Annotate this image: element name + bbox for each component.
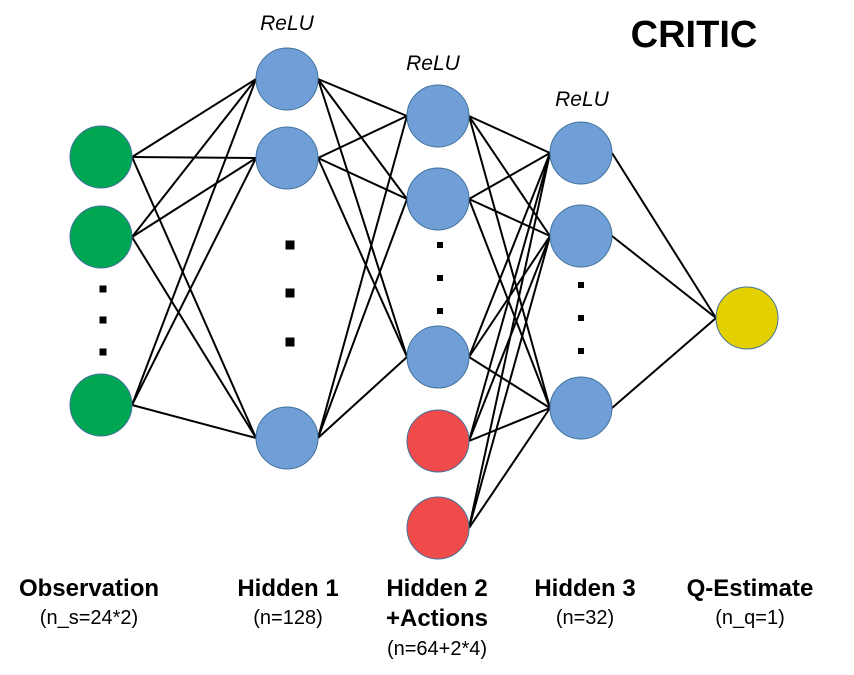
observation-neuron — [69, 373, 133, 437]
qestimate-neuron — [715, 286, 779, 350]
observation-layer-name: Observation — [19, 575, 159, 602]
hidden3-ellipsis-dot — [578, 348, 584, 354]
hidden1-activation-label: ReLU — [260, 12, 315, 35]
hidden2-to-hidden3-edge — [468, 407, 551, 442]
hidden2-to-hidden3-edge — [468, 198, 551, 409]
action-neuron — [406, 496, 470, 560]
qestimate-layer-name: Q-Estimate — [687, 575, 814, 602]
observation-to-hidden1-edge — [131, 78, 257, 238]
ellipsis-dots — [99, 240, 584, 356]
hidden1-to-hidden2-edge — [317, 356, 408, 439]
hidden2-to-hidden3-edge — [468, 115, 551, 154]
hidden1-ellipsis-dot — [285, 288, 295, 298]
hidden1-neuron — [255, 126, 319, 190]
hidden1-to-hidden2-edge — [317, 157, 408, 358]
hidden1-to-hidden2-edge — [317, 157, 408, 200]
hidden3-layer-size: (n=32) — [556, 607, 614, 629]
hidden1-to-hidden2-edge — [317, 115, 408, 159]
hidden1-layer-name: Hidden 1 — [237, 575, 338, 602]
hidden3-ellipsis-dot — [578, 282, 584, 288]
hidden3-neuron — [549, 376, 613, 440]
observation-to-hidden1-edge — [131, 78, 257, 406]
action-neuron — [406, 409, 470, 473]
observation-to-hidden1-edge — [131, 236, 257, 439]
hidden2-neuron — [406, 84, 470, 148]
hidden2-neuron — [406, 325, 470, 389]
connections — [131, 78, 717, 529]
hidden1-to-hidden2-edge — [317, 78, 408, 200]
hidden2-layer-size: (n=64+2*4) — [387, 638, 487, 660]
hidden2-to-hidden3-edge — [468, 152, 551, 529]
hidden2-to-hidden3-edge — [468, 235, 551, 529]
hidden3-activation-label: ReLU — [555, 88, 610, 111]
hidden1-ellipsis-dot — [285, 240, 295, 250]
observation-to-hidden1-edge — [131, 157, 257, 406]
observation-to-hidden1-edge — [131, 157, 257, 238]
hidden2-to-hidden3-edge — [468, 115, 551, 409]
hidden2-to-hidden3-edge — [468, 152, 551, 358]
hidden2-to-hidden3-edge — [468, 152, 551, 442]
observation-layer-size: (n_s=24*2) — [40, 607, 138, 629]
hidden2-ellipsis-dot — [437, 308, 443, 314]
hidden2-activation-label: ReLU — [406, 52, 461, 75]
hidden2-ellipsis-dot — [437, 242, 443, 248]
hidden3-ellipsis-dot — [578, 315, 584, 321]
hidden1-to-hidden2-edge — [317, 78, 408, 117]
hidden1-ellipsis-dot — [285, 337, 295, 347]
hidden3-layer-name: Hidden 3 — [534, 575, 635, 602]
hidden1-to-hidden2-edge — [317, 115, 408, 439]
hidden3-neuron — [549, 204, 613, 268]
hidden3-to-qestimate-edge — [611, 235, 717, 319]
observation-ellipsis-dot — [99, 348, 107, 356]
hidden3-neuron — [549, 121, 613, 185]
hidden2-neuron — [406, 167, 470, 231]
hidden1-layer-size: (n=128) — [253, 607, 323, 629]
hidden2-layer-name-actions: +Actions — [386, 605, 488, 632]
observation-to-hidden1-edge — [131, 78, 257, 158]
hidden1-neuron — [255, 47, 319, 111]
observation-to-hidden1-edge — [131, 156, 257, 439]
observation-ellipsis-dot — [99, 285, 107, 293]
observation-neuron — [69, 205, 133, 269]
hidden2-to-hidden3-edge — [468, 198, 551, 237]
hidden2-to-hidden3-edge — [468, 407, 551, 529]
observation-to-hidden1-edge — [131, 404, 257, 439]
hidden2-layer-name: Hidden 2 — [386, 575, 487, 602]
hidden1-to-hidden2-edge — [317, 78, 408, 358]
hidden2-ellipsis-dot — [437, 275, 443, 281]
hidden3-to-qestimate-edge — [611, 317, 717, 409]
diagram-title: CRITIC — [631, 14, 758, 56]
hidden1-to-hidden2-edge — [317, 198, 408, 439]
qestimate-layer-size: (n_q=1) — [715, 607, 785, 629]
hidden2-to-hidden3-edge — [468, 152, 551, 200]
observation-neuron — [69, 125, 133, 189]
hidden1-neuron — [255, 406, 319, 470]
neurons — [69, 47, 779, 560]
observation-ellipsis-dot — [99, 316, 107, 324]
hidden3-to-qestimate-edge — [611, 152, 717, 319]
